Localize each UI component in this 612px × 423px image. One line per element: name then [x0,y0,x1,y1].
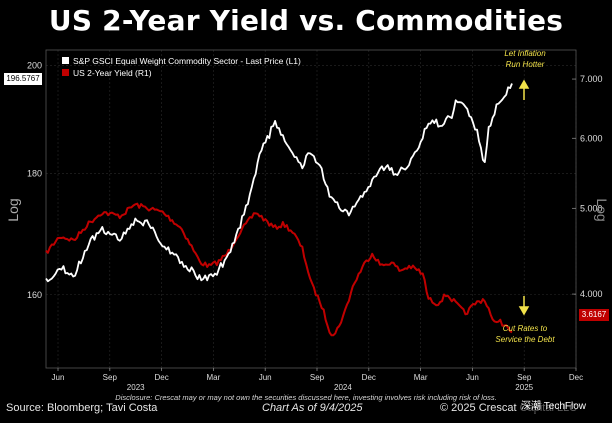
x-tick-label: Dec [362,373,376,382]
disclaimer: Disclosure: Crescat may or may not own t… [115,393,497,402]
x-tick-label: Dec [154,373,168,382]
right-tick-label: 4.000 [580,289,603,299]
annotation-line-1: Cut Rates to [502,324,548,333]
left-axis-ticks: 200 180 160 [27,60,42,299]
x-tick-label: Mar [414,373,428,382]
year-axis-labels: 2023 2024 2025 [127,383,534,392]
right-tick-label: 5.000 [580,203,603,213]
left-axis-label: Log [5,198,21,221]
right-axis-ticks: 7.000 6.000 5.000 4.000 [572,74,603,299]
annotation-let-inflation: Let Inflation Run Hotter [496,48,554,70]
x-tick-label: Jun [466,373,479,382]
x-tick-label: Mar [207,373,221,382]
right-tick-label: 7.000 [580,74,603,84]
x-tick-label: Dec [569,373,583,382]
plot-frame [45,49,577,369]
yield-line [45,202,513,337]
annotation-line-2: Service the Debt [495,335,555,344]
x-tick-label: Sep [103,373,118,382]
grid-lines [46,50,577,368]
last-value-commodity: 196.5767 [4,73,42,85]
x-tick-label: Sep [310,373,325,382]
legend-yield: US 2-Year Yield (R1) [73,68,152,78]
annotation-line-2: Run Hotter [505,60,545,69]
arrow-down-icon [518,296,530,316]
chart-title: US 2-Year Yield vs. Commodities [48,4,564,37]
x-tick-label: Jun [259,373,272,382]
x-tick-label: Jun [52,373,65,382]
year-label: 2024 [334,383,352,392]
series-us-2yr-yield [45,202,513,337]
right-axis-label: Log [594,198,610,221]
commodity-line [45,83,513,283]
annotation-cut-rates: Cut Rates to Service the Debt [488,323,562,345]
last-value-yield: 3.6167 [579,309,609,321]
right-tick-label: 6.000 [580,133,603,143]
year-label: 2025 [515,383,533,392]
legend-swatch-commodity [62,57,69,64]
annotation-line-1: Let Inflation [504,49,546,58]
legend-commodity: S&P GSCI Equal Weight Commodity Sector -… [73,56,301,66]
arrow-up-icon [518,79,530,100]
legend: S&P GSCI Equal Weight Commodity Sector -… [62,56,301,78]
x-tick-label: Sep [517,373,532,382]
source-note: Source: Bloomberg; Tavi Costa [6,402,158,414]
watermark: 深潮 TechFlow [518,396,590,413]
series-commodity-index [45,83,513,283]
year-label: 2023 [127,383,145,392]
left-tick-label: 180 [27,169,42,179]
chart-as-of: Chart As of 9/4/2025 [262,402,363,414]
legend-swatch-yield [62,69,69,76]
x-axis-ticks: Jun Sep Dec Mar Jun Sep Dec Mar Jun Sep Dec [52,368,583,382]
left-tick-label: 200 [27,60,42,70]
left-tick-label: 160 [27,290,42,300]
